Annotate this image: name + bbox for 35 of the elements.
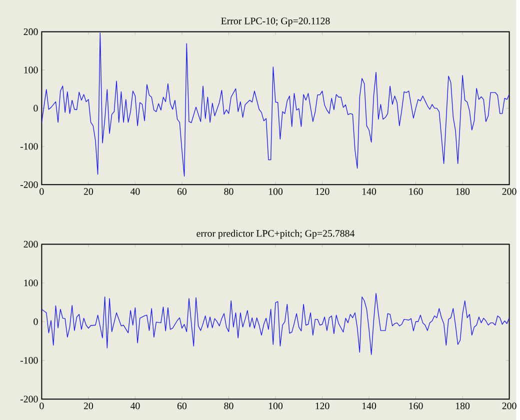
x-tick-label: 20 xyxy=(84,188,94,195)
x-tick-label: 40 xyxy=(130,402,140,410)
chart-title: Error LPC-10; Gp=20.1128 xyxy=(221,18,330,26)
x-tick-label: 180 xyxy=(456,188,470,195)
x-tick-label: 0 xyxy=(40,188,44,195)
x-tick-label: 140 xyxy=(362,188,376,195)
x-tick-label: 120 xyxy=(316,188,330,195)
chart-title: error predictor LPC+pitch; Gp=25.7884 xyxy=(196,230,355,239)
y-tick-label: -200 xyxy=(20,181,38,188)
x-tick-label: 80 xyxy=(224,188,234,195)
x-tick-label: 20 xyxy=(84,402,94,410)
x-tick-label: 60 xyxy=(177,188,187,195)
x-tick-label: 200 xyxy=(502,188,516,195)
x-tick-label: 120 xyxy=(316,402,330,410)
x-tick-label: 180 xyxy=(456,402,470,410)
line-series xyxy=(42,32,510,177)
x-tick-label: 160 xyxy=(409,402,423,410)
x-tick-label: 0 xyxy=(40,402,44,410)
y-tick-label: -200 xyxy=(20,396,38,402)
y-tick-label: 0 xyxy=(34,318,38,326)
x-tick-label: 100 xyxy=(268,402,283,410)
y-tick-label: 100 xyxy=(24,66,38,74)
y-tick-label: 200 xyxy=(24,240,38,248)
y-tick-label: 0 xyxy=(34,104,38,112)
y-tick-label: 100 xyxy=(24,280,38,286)
x-tick-label: 160 xyxy=(409,188,423,195)
x-tick-label: 140 xyxy=(362,402,376,410)
x-tick-label: 60 xyxy=(177,402,187,410)
x-tick-label: 200 xyxy=(502,402,516,410)
y-tick-label: -100 xyxy=(20,143,38,150)
y-tick-label: 200 xyxy=(24,28,38,36)
x-tick-label: 100 xyxy=(268,188,283,195)
x-tick-label: 80 xyxy=(224,402,234,410)
y-tick-label: -100 xyxy=(20,357,38,364)
x-tick-label: 40 xyxy=(130,188,140,195)
